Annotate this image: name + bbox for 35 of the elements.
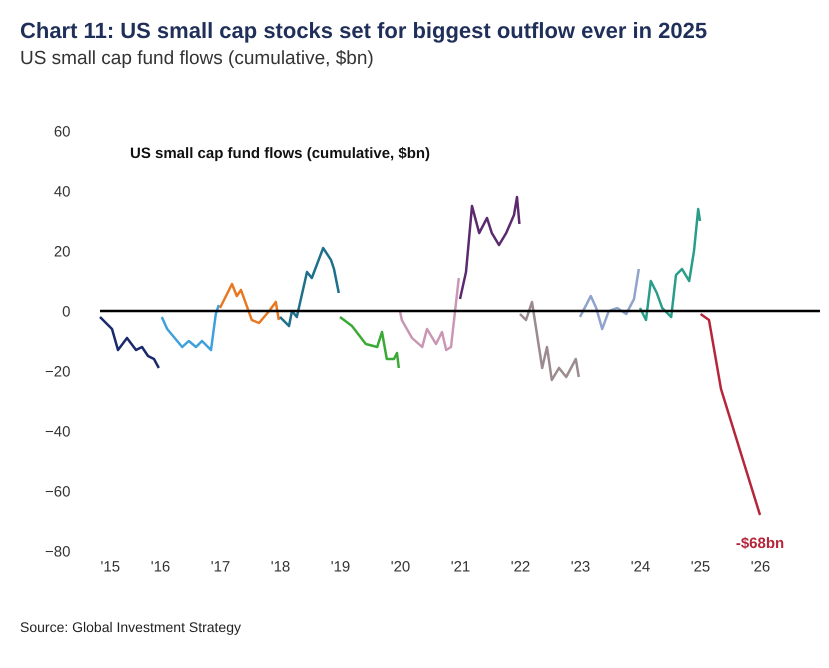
annotation: US small cap fund flows (cumulative, $bn) bbox=[130, 145, 430, 162]
x-tick-label: '15 bbox=[100, 558, 120, 576]
x-tick-label: '18 bbox=[270, 558, 290, 576]
x-tick-label: '25 bbox=[690, 558, 710, 576]
x-tick-label: '17 bbox=[210, 558, 230, 576]
y-tick-label: 60 bbox=[54, 124, 70, 140]
x-tick-label: '21 bbox=[450, 558, 470, 576]
y-tick-label: 40 bbox=[54, 184, 70, 200]
line-series bbox=[338, 316, 400, 370]
y-tick-label: −60 bbox=[45, 484, 70, 500]
x-tick-label: '19 bbox=[330, 558, 350, 576]
line-series bbox=[160, 304, 220, 352]
y-tick-label: −40 bbox=[45, 424, 70, 440]
chart-title: Chart 11: US small cap stocks set for biggest outflow ever in 2025 bbox=[20, 18, 708, 43]
chart-subtitle: US small cap fund flows (cumulative, $bn) bbox=[20, 48, 374, 69]
y-tick-label: 20 bbox=[54, 244, 70, 260]
x-tick-label: '22 bbox=[510, 558, 530, 576]
y-tick-label: 0 bbox=[62, 304, 70, 320]
x-tick-label: '16 bbox=[150, 558, 170, 576]
line-series bbox=[98, 316, 160, 370]
line-series bbox=[638, 208, 702, 322]
line-series bbox=[278, 246, 340, 328]
x-tick-label: '24 bbox=[630, 558, 650, 576]
x-tick-label: '26 bbox=[750, 558, 770, 576]
annotation: -$68bn bbox=[736, 535, 784, 552]
line-series bbox=[518, 300, 580, 382]
x-tick-label: '20 bbox=[390, 558, 410, 576]
line-series bbox=[699, 312, 762, 516]
x-tick-label: '23 bbox=[570, 558, 590, 576]
line-series bbox=[398, 276, 460, 352]
y-tick-label: −20 bbox=[45, 364, 70, 380]
source-note: Source: Global Investment Strategy bbox=[20, 619, 241, 635]
y-tick-label: −80 bbox=[45, 544, 70, 560]
line-series bbox=[218, 282, 280, 324]
line-series bbox=[458, 196, 521, 300]
